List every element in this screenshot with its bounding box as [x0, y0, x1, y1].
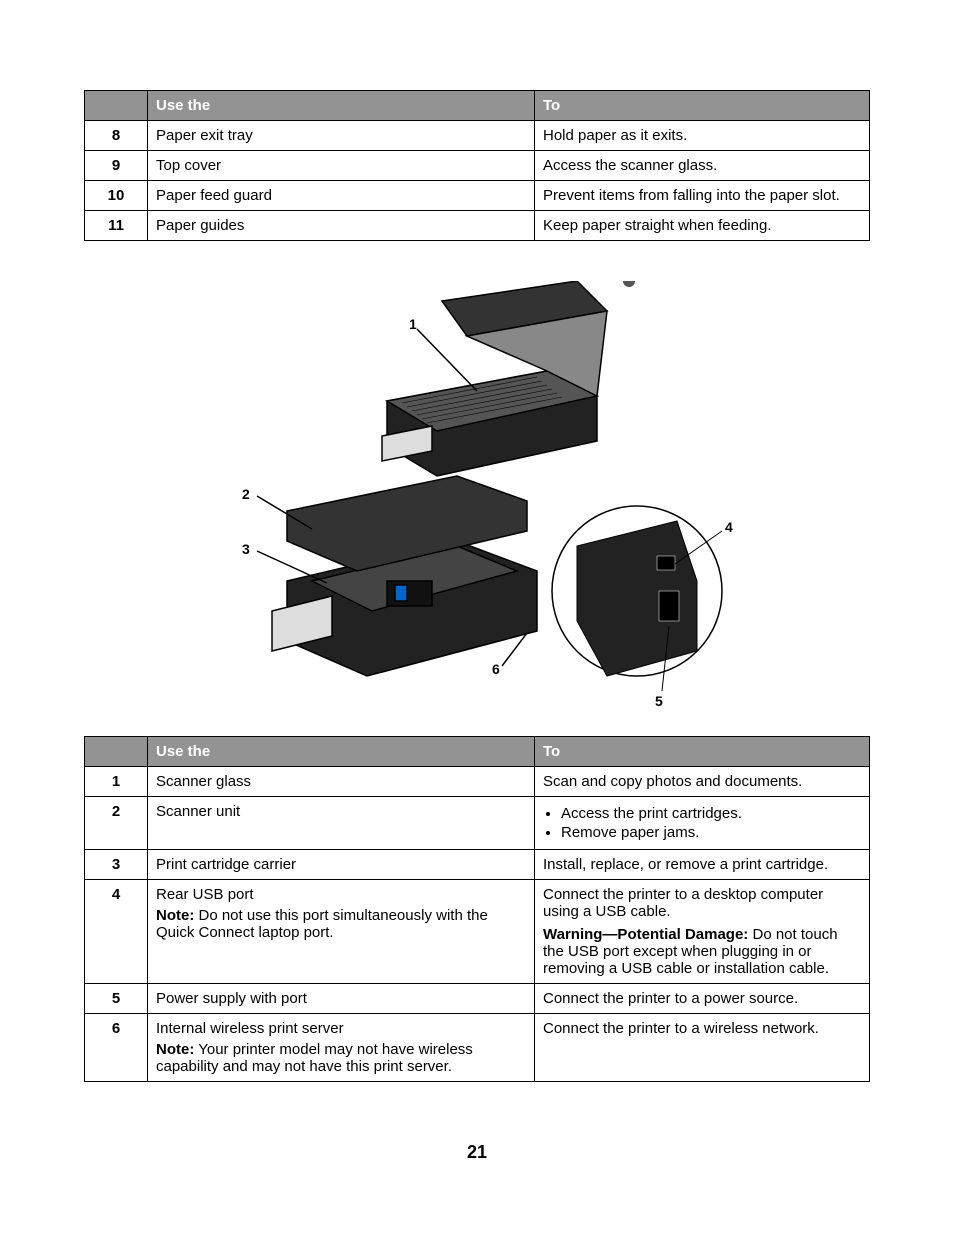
- callout-2: 2: [242, 486, 250, 502]
- parts-table-2: Use the To 1 Scanner glass Scan and copy…: [84, 736, 870, 1082]
- table-row: 8 Paper exit tray Hold paper as it exits…: [85, 121, 870, 151]
- use-text: Internal wireless print server: [156, 1020, 526, 1037]
- callout-5: 5: [655, 693, 663, 709]
- row-num: 5: [85, 984, 148, 1014]
- table-row: 10 Paper feed guard Prevent items from f…: [85, 181, 870, 211]
- row-to: Scan and copy photos and documents.: [535, 767, 870, 797]
- row-use: Paper exit tray: [148, 121, 535, 151]
- row-to: Prevent items from falling into the pape…: [535, 181, 870, 211]
- callout-3: 3: [242, 541, 250, 557]
- row-num: 10: [85, 181, 148, 211]
- row-use: Internal wireless print server Note: You…: [148, 1014, 535, 1082]
- row-num: 1: [85, 767, 148, 797]
- row-use: Top cover: [148, 151, 535, 181]
- page-number: 21: [84, 1142, 870, 1163]
- col-to-header: To: [535, 737, 870, 767]
- to-text: Connect the printer to a desktop compute…: [543, 886, 861, 920]
- table-row: 9 Top cover Access the scanner glass.: [85, 151, 870, 181]
- row-to: Access the print cartridges. Remove pape…: [535, 797, 870, 850]
- note-text: Your printer model may not have wireless…: [156, 1041, 473, 1075]
- row-to: Install, replace, or remove a print cart…: [535, 850, 870, 880]
- callout-6: 6: [492, 661, 500, 677]
- row-to: Connect the printer to a wireless networ…: [535, 1014, 870, 1082]
- callout-4: 4: [725, 519, 733, 535]
- row-to: Keep paper straight when feeding.: [535, 211, 870, 241]
- row-use: Rear USB port Note: Do not use this port…: [148, 880, 535, 984]
- table-row: 6 Internal wireless print server Note: Y…: [85, 1014, 870, 1082]
- row-num: 2: [85, 797, 148, 850]
- row-use: Scanner unit: [148, 797, 535, 850]
- table-row: 4 Rear USB port Note: Do not use this po…: [85, 880, 870, 984]
- use-text: Rear USB port: [156, 886, 526, 903]
- col-use-header: Use the: [148, 91, 535, 121]
- table-row: 1 Scanner glass Scan and copy photos and…: [85, 767, 870, 797]
- col-use-header: Use the: [148, 737, 535, 767]
- parts-table-1: Use the To 8 Paper exit tray Hold paper …: [84, 90, 870, 241]
- warning-label: Warning—Potential Damage:: [543, 926, 748, 943]
- note-label: Note:: [156, 907, 194, 924]
- note-label: Note:: [156, 1041, 194, 1058]
- row-to: Access the scanner glass.: [535, 151, 870, 181]
- bullet: Remove paper jams.: [561, 824, 861, 841]
- table-row: 11 Paper guides Keep paper straight when…: [85, 211, 870, 241]
- row-use: Paper feed guard: [148, 181, 535, 211]
- table-row: 3 Print cartridge carrier Install, repla…: [85, 850, 870, 880]
- row-num: 3: [85, 850, 148, 880]
- note-text: Do not use this port simultaneously with…: [156, 907, 488, 941]
- table-row: 2 Scanner unit Access the print cartridg…: [85, 797, 870, 850]
- table-row: 5 Power supply with port Connect the pri…: [85, 984, 870, 1014]
- row-to: Connect the printer to a desktop compute…: [535, 880, 870, 984]
- row-to: Hold paper as it exits.: [535, 121, 870, 151]
- row-num: 9: [85, 151, 148, 181]
- row-to: Connect the printer to a power source.: [535, 984, 870, 1014]
- printer-diagram: 1 2 3 4 5 6: [217, 281, 737, 706]
- col-to-header: To: [535, 91, 870, 121]
- row-num: 4: [85, 880, 148, 984]
- callout-1: 1: [409, 316, 417, 332]
- col-num-header: [85, 737, 148, 767]
- row-num: 11: [85, 211, 148, 241]
- row-use: Paper guides: [148, 211, 535, 241]
- row-num: 8: [85, 121, 148, 151]
- row-use: Print cartridge carrier: [148, 850, 535, 880]
- page: Use the To 8 Paper exit tray Hold paper …: [0, 0, 954, 1203]
- col-num-header: [85, 91, 148, 121]
- bullet: Access the print cartridges.: [561, 805, 861, 822]
- row-use: Power supply with port: [148, 984, 535, 1014]
- row-use: Scanner glass: [148, 767, 535, 797]
- printer-svg: [217, 281, 737, 701]
- row-num: 6: [85, 1014, 148, 1082]
